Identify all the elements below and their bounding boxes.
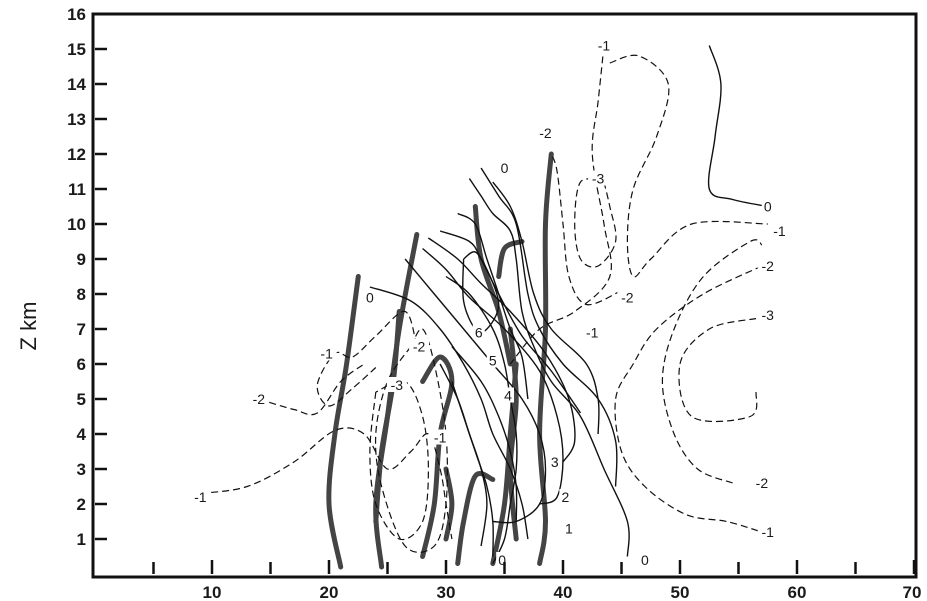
contour-label: -1 [320,346,333,362]
contour-label: -3 [391,377,404,393]
y-tick-label: 8 [77,285,86,304]
contour-label: -2 [539,125,552,141]
contour-label: 5 [489,353,497,369]
contour-label: 0 [764,199,772,215]
contour-line-neg2 [662,240,762,483]
contour-label: -2 [756,475,769,491]
contour-label: 1 [565,521,573,537]
contour-label: 2 [561,489,569,505]
contour-label: -1 [762,524,775,540]
y-tick-label: 5 [77,390,86,409]
y-tick-label: 1 [77,530,86,549]
thick-line [376,312,399,522]
contour-label: 0 [641,552,649,568]
y-tick-label: 11 [68,180,86,199]
contour-label: -2 [621,290,634,306]
x-axis: 10 20 30 40 50 60 70 [154,560,922,601]
contour-label: 0 [366,290,374,306]
contour-group [200,46,768,564]
contour-label: -2 [762,258,775,274]
contour-label: -2 [413,339,426,355]
contour-line-neg2 [551,154,621,305]
x-tick-label: 70 [903,583,922,601]
contour-line-3 [452,382,493,557]
x-tick-label: 30 [437,583,456,601]
contour-line-4 [440,231,580,413]
contour-line-1 [405,259,545,523]
y-tick-label: 3 [77,460,86,479]
contour-line-neg3 [679,319,757,422]
contour-label: 4 [504,388,512,404]
contour-label: 0 [501,160,509,176]
contour-label: -1 [773,223,786,239]
contour-line-neg1 [200,428,452,539]
x-tick-label: 50 [671,583,690,601]
contour-label: -1 [194,489,207,505]
y-tick-label: 2 [77,495,86,514]
thick-line-group [329,154,551,567]
x-tick-label: 20 [320,583,339,601]
contour-label: 3 [551,454,559,470]
thick-line [446,469,452,539]
y-axis-title: Z km [16,302,41,351]
contour-line-neg1 [610,55,768,277]
y-tick-label: 7 [77,320,86,339]
contour-line-neg2 [259,364,364,415]
y-tick-label: 10 [67,215,86,234]
contour-line-0 [709,46,768,207]
thick-line [329,277,358,568]
contour-label: -1 [598,38,611,54]
y-tick-label: 12 [67,145,86,164]
x-tick-label: 10 [203,583,222,601]
y-tick-label: 9 [77,250,86,269]
y-tick-label: 15 [67,40,86,59]
x-tick-label: 60 [788,583,807,601]
contour-label: -2 [253,391,266,407]
y-tick-label: 14 [67,75,86,94]
x-tick-label: 40 [554,583,573,601]
contour-label: -3 [762,307,775,323]
thick-line [499,242,522,277]
contour-label: 6 [475,325,483,341]
contour-label: -1 [586,325,599,341]
y-tick-label: 13 [67,110,86,129]
contour-label: -1 [434,430,447,446]
y-tick-label: 6 [77,355,86,374]
contour-line-neg2 [615,266,762,532]
y-tick-label: 4 [77,425,87,444]
contour-label: -3 [592,171,605,187]
y-tick-label: 16 [67,5,86,24]
